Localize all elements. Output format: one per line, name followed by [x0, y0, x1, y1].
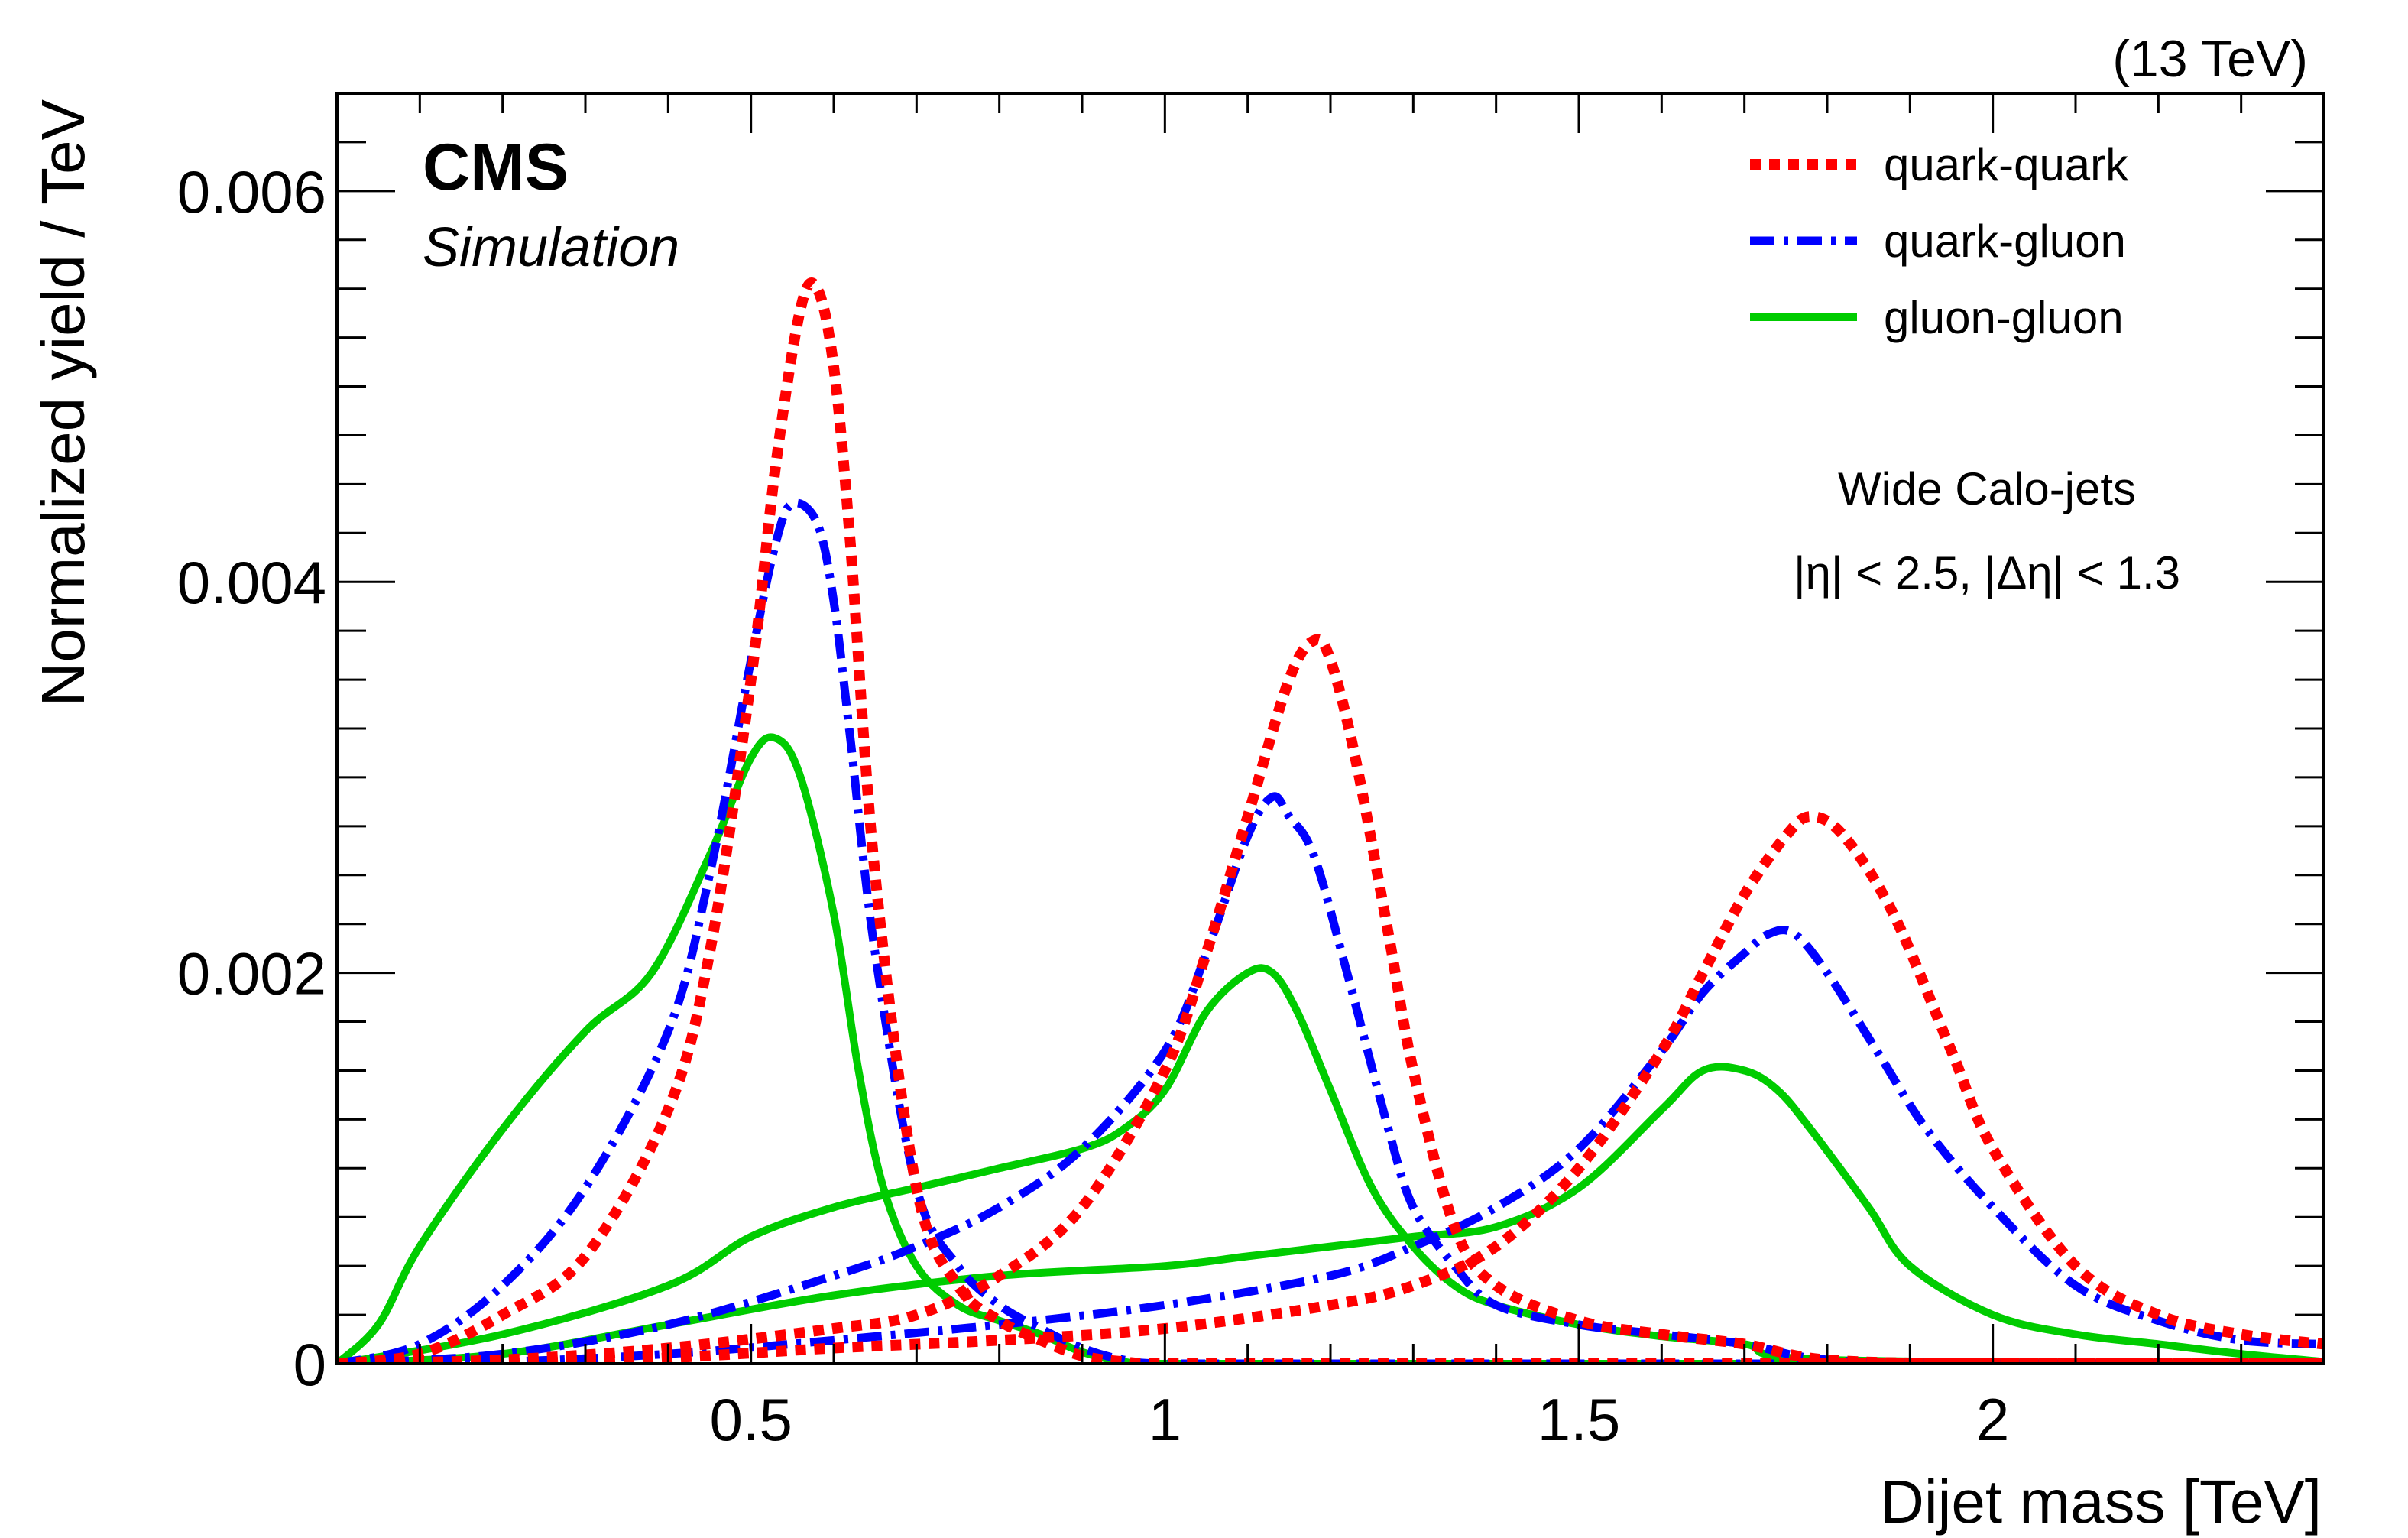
series-line-quark-quark-0p6TeV	[337, 277, 2324, 1364]
legend-label-gluon-gluon: gluon-gluon	[1884, 292, 2124, 343]
series-line-gluon-gluon-1p8TeV	[337, 1063, 2324, 1364]
y-tick-label: 0.004	[177, 549, 326, 616]
x-tick-label: 0.5	[709, 1386, 792, 1453]
series-line-quark-gluon-1p8TeV	[337, 926, 2324, 1364]
ticks-layer	[337, 92, 2325, 1364]
x-tick-label: 2	[1976, 1386, 2009, 1453]
series-line-quark-quark-1p2TeV	[337, 634, 2324, 1364]
legend: quark-quark quark-gluon gluon-gluon	[1750, 139, 2129, 343]
series-line-quark-gluon-0p6TeV	[337, 498, 2324, 1364]
y-tick-label: 0.002	[177, 940, 326, 1007]
y-axis-title: Normalized yield / TeV	[29, 99, 97, 706]
legend-label-quark-quark: quark-quark	[1884, 139, 2129, 190]
x-tick-label: 1.5	[1538, 1386, 1620, 1453]
x-tick-labels: 0.5 1 1.5 2	[709, 1386, 2009, 1453]
annotation-cuts: |η| < 2.5, |Δη| < 1.3	[1794, 547, 2180, 599]
simulation-label: Simulation	[423, 217, 679, 278]
series-line-gluon-gluon-0p6TeV	[337, 733, 2324, 1364]
legend-label-quark-gluon: quark-gluon	[1884, 216, 2126, 267]
y-tick-label: 0	[293, 1331, 326, 1398]
energy-label: (13 TeV)	[2112, 30, 2308, 88]
series-line-quark-quark-1p8TeV	[337, 811, 2324, 1364]
y-tick-labels: 0 0.002 0.004 0.006	[177, 158, 326, 1398]
x-tick-label: 1	[1149, 1386, 1181, 1453]
series-layer	[337, 277, 2324, 1364]
x-axis-title: Dijet mass [TeV]	[1880, 1468, 2322, 1536]
cms-label: CMS	[423, 131, 569, 204]
annotation-jets: Wide Calo-jets	[1838, 463, 2136, 514]
y-tick-label: 0.006	[177, 158, 326, 226]
